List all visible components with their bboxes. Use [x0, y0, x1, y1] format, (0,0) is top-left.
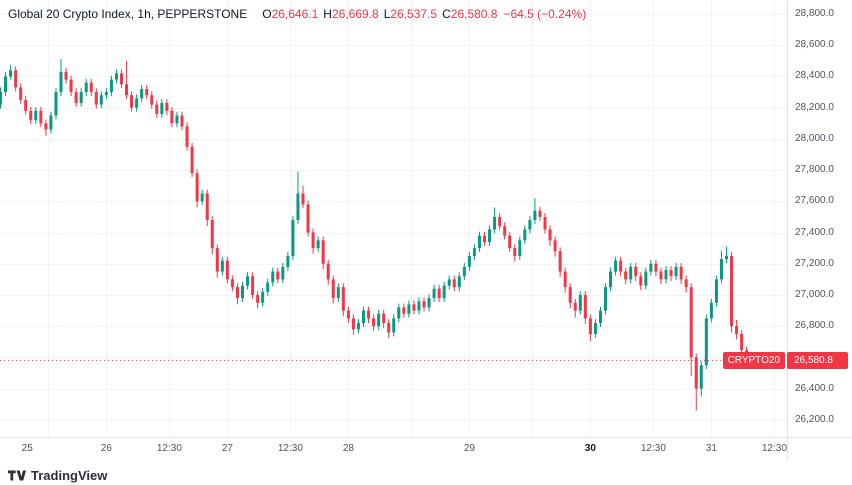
candlestick-chart[interactable] [0, 0, 787, 437]
symbol-title[interactable]: Global 20 Crypto Index, 1h, PEPPERSTONE [8, 7, 248, 21]
time-axis-label: 12:30 [761, 443, 787, 454]
price-line-symbol-badge: CRYPTO20 [722, 351, 785, 369]
time-axis-label: 12:30 [156, 443, 182, 454]
time-axis[interactable]: 25 26 12:30 27 12:30 28 29 30 12:30 31 12:30 [0, 437, 852, 461]
time-axis-label: 12:30 [640, 443, 666, 454]
price-axis-label: 27,400.0 [795, 226, 834, 238]
price-axis-label: 28,200.0 [795, 101, 834, 113]
time-axis-label: 29 [463, 443, 475, 454]
low-value: 26,537.5 [390, 7, 438, 21]
open-value: 26,646.1 [271, 7, 319, 21]
open-label: O [262, 7, 272, 21]
price-axis-label: 28,000.0 [795, 132, 834, 144]
time-axis-label: 27 [221, 443, 233, 454]
close-value: 26,580.8 [450, 7, 498, 21]
price-axis-label: 26,800.0 [795, 320, 834, 332]
tradingview-logo-text: TradingView [31, 468, 108, 483]
price-axis-label: 28,400.0 [795, 70, 834, 82]
time-axis-label: 25 [21, 443, 33, 454]
low-label: L [383, 7, 391, 21]
time-axis-label: 28 [342, 443, 354, 454]
last-price-label[interactable]: 26,580.8 [787, 351, 848, 369]
high-label: H [323, 7, 332, 21]
price-axis-label: 27,200.0 [795, 257, 834, 269]
high-value: 26,669.8 [331, 7, 379, 21]
time-axis-label: 12:30 [277, 443, 303, 454]
tradingview-logo[interactable]: TradingView [8, 468, 107, 483]
chart-plot-area[interactable]: Global 20 Crypto Index, 1h, PEPPERSTONE O… [0, 0, 787, 437]
chart-legend: Global 20 Crypto Index, 1h, PEPPERSTONE O… [8, 7, 586, 21]
price-axis-separator [787, 0, 788, 461]
last-price-text: 26,580.8 [794, 354, 833, 366]
time-axis-label: 26 [100, 443, 112, 454]
price-axis-label: 28,800.0 [795, 8, 834, 20]
price-axis-label: 27,000.0 [795, 288, 834, 300]
price-axis[interactable]: 26,580.8 28,800.0 28,600.0 28,400.0 28,200.… [787, 0, 852, 437]
price-axis-label: 27,800.0 [795, 164, 834, 176]
close-label: C [442, 7, 451, 21]
price-axis-label: 26,200.0 [795, 413, 834, 425]
change-value: −64.5 (−0.24%) [503, 7, 587, 21]
price-axis-label: 28,600.0 [795, 39, 834, 51]
time-axis-separator [0, 437, 852, 438]
time-axis-label: 31 [705, 443, 717, 454]
time-axis-label: 30 [584, 443, 596, 454]
price-axis-label: 27,600.0 [795, 195, 834, 207]
tradingview-logo-icon [8, 470, 26, 481]
footer: TradingView [0, 461, 852, 485]
price-axis-label: 26,400.0 [795, 382, 834, 394]
price-line-symbol-text: CRYPTO20 [727, 354, 780, 366]
